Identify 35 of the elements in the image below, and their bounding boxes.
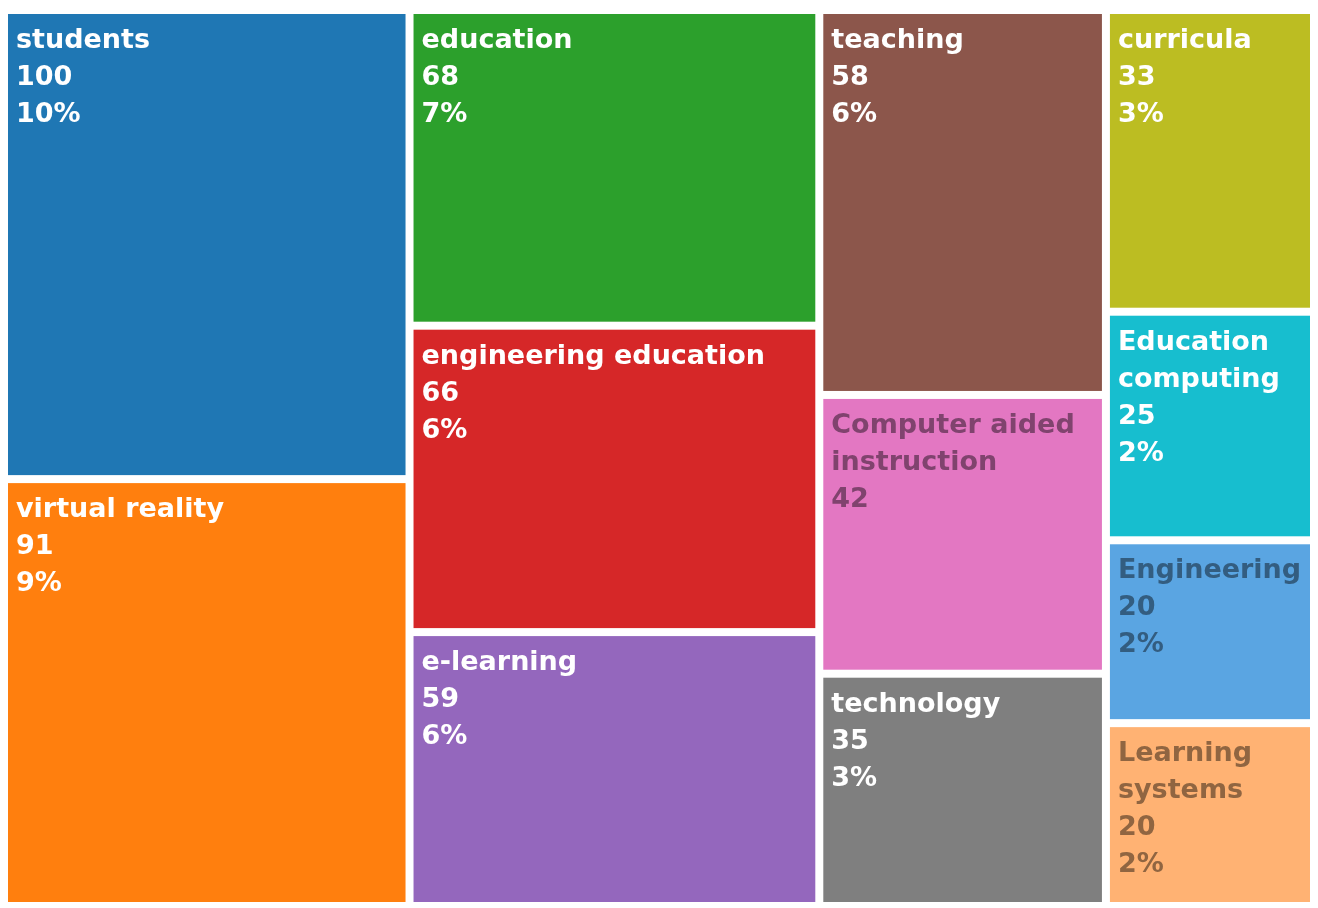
data-label: 58 <box>831 60 869 91</box>
data-label: 20 <box>1117 590 1156 622</box>
category-label: Computer aided instruction <box>831 407 1075 476</box>
data-label: 2% <box>1117 627 1164 659</box>
data-label: 59 <box>421 682 460 714</box>
data-label: 6% <box>421 719 468 751</box>
data-label: 6% <box>831 97 878 128</box>
category-label: virtual reality <box>16 492 225 524</box>
data-label: 3% <box>831 760 878 792</box>
data-label: 33 <box>1117 60 1156 91</box>
data-label: 42 <box>831 481 869 513</box>
category-label: technology <box>831 686 1001 718</box>
data-label: 100 <box>16 60 73 91</box>
category-label: curricula <box>1117 23 1252 54</box>
data-label: 2% <box>1117 847 1164 879</box>
data-label: 3% <box>1117 97 1164 128</box>
category-label: Education computing <box>1117 324 1280 393</box>
category-label: engineering education <box>421 338 766 370</box>
category-label: students <box>16 23 151 54</box>
category-label: Learning systems <box>1117 736 1253 805</box>
data-label: 91 <box>16 529 54 561</box>
data-label: 2% <box>1117 435 1164 467</box>
category-label: education <box>421 23 573 54</box>
data-label: 68 <box>421 60 460 91</box>
data-label: 10% <box>16 97 81 128</box>
data-label: 6% <box>421 412 468 444</box>
data-label: 35 <box>831 723 869 755</box>
category-label: teaching <box>831 23 964 54</box>
category-label: e-learning <box>421 645 578 677</box>
data-label: 66 <box>421 375 460 407</box>
category-label: Engineering <box>1117 553 1302 585</box>
data-label: 7% <box>421 97 468 128</box>
data-label: 25 <box>1117 398 1156 430</box>
data-label: 9% <box>16 566 62 598</box>
data-label: 20 <box>1117 810 1156 842</box>
